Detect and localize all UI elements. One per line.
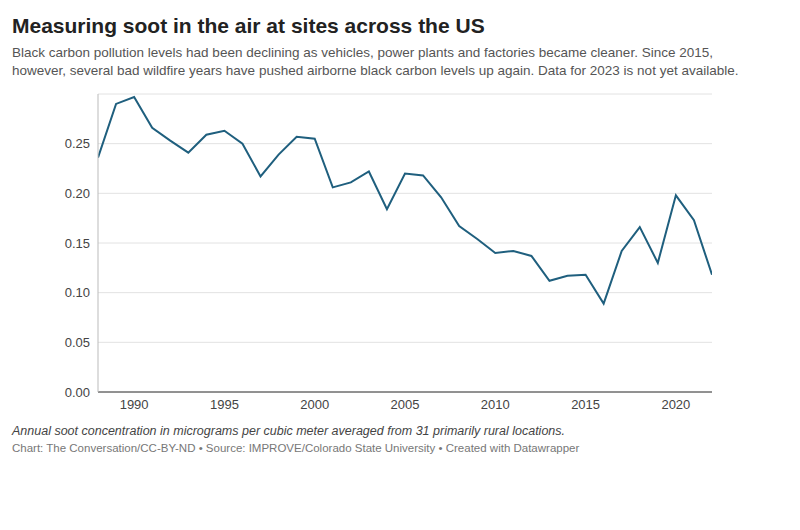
html-text:Measuring soot in the air at s: Measuring soot in the air at sites acros… — [12, 14, 485, 37]
svg-text:2005: 2005 — [391, 397, 420, 412]
svg-text:0.15: 0.15 — [65, 236, 90, 251]
svg-text:1995: 1995 — [210, 397, 239, 412]
svg-text:0.20: 0.20 — [65, 186, 90, 201]
svg-text:0.00: 0.00 — [65, 385, 90, 400]
html-text:Black carbon pollution levels: Black carbon pollution levels had been d… — [12, 45, 739, 78]
svg-text:0.25: 0.25 — [65, 136, 90, 151]
svg-text:2010: 2010 — [481, 397, 510, 412]
html-text:Chart: The Conversation/CC-BY-: Chart: The Conversation/CC-BY-ND • Sourc… — [12, 442, 580, 454]
svg-text:2000: 2000 — [300, 397, 329, 412]
html-text:Annual soot concentration in m: Annual soot concentration in micrograms … — [12, 424, 565, 438]
svg-text:0.10: 0.10 — [65, 285, 90, 300]
svg-text:1990: 1990 — [120, 397, 149, 412]
svg-text:2020: 2020 — [661, 397, 690, 412]
svg-text:2015: 2015 — [571, 397, 600, 412]
svg-text:0.05: 0.05 — [65, 335, 90, 350]
